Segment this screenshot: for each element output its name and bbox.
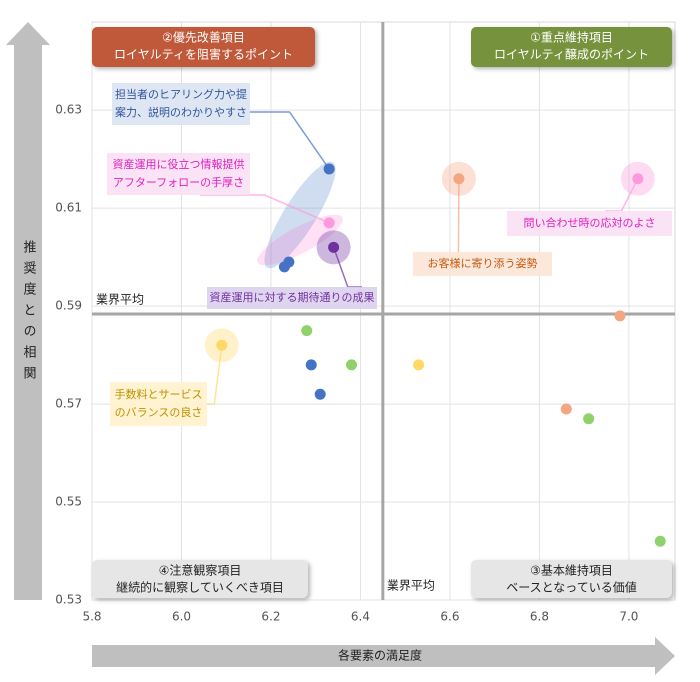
annotation-label: アフターフォローの手厚さ — [113, 175, 244, 189]
quadrant-label: ロイヤルティを阻害するポイント — [114, 47, 293, 62]
x-average-label: 業界平均 — [387, 579, 435, 593]
annotation-box — [112, 83, 250, 125]
quadrant-label: ②優先改善項目 — [162, 30, 245, 45]
scatter-point — [305, 359, 317, 371]
y-tick-label: 0.55 — [55, 495, 82, 509]
y-tick-label: 0.61 — [55, 201, 82, 215]
scatter-point — [583, 413, 595, 425]
cluster-halo — [257, 214, 343, 266]
y-axis-label: 推奨度との相関 — [21, 240, 37, 387]
scatter-point — [314, 388, 326, 400]
scatter-point — [413, 359, 425, 371]
scatter-point — [301, 325, 313, 337]
annotation-label: のバランスの良さ — [115, 405, 203, 419]
scatter-point — [323, 163, 335, 175]
quadrant-box — [92, 560, 308, 598]
y-axis-arrow — [6, 22, 50, 600]
annotation-label: 案力、説明のわかりやすさ — [115, 105, 247, 119]
x-tick-label: 6.8 — [530, 610, 549, 624]
quadrant-label: ロイヤルティ醸成のポイント — [494, 48, 649, 62]
annotation-leader — [207, 345, 223, 405]
quadrant-box — [471, 27, 672, 67]
quadrant-label: ①重点維持項目 — [530, 30, 613, 45]
x-tick-label: 6.6 — [440, 610, 459, 624]
y-average-label: 業界平均 — [96, 292, 144, 306]
quadrant-label: ③基本維持項目 — [530, 563, 613, 578]
annotation-box — [110, 382, 207, 426]
quadrant-box — [92, 27, 315, 67]
annotation-label: 担当者のヒアリング力や提 — [115, 87, 247, 101]
scatter-point — [283, 256, 295, 268]
annotation-leader — [250, 111, 330, 170]
quadrant-label: ④注意観察項目 — [159, 563, 242, 578]
x-tick-label: 6.2 — [261, 610, 280, 624]
annotation-box — [507, 211, 672, 236]
annotation-label: お客様に寄り添う姿勢 — [428, 256, 538, 270]
quadrant-box — [471, 560, 672, 598]
x-axis-label: 各要素の満足度 — [338, 648, 422, 663]
x-tick-label: 5.8 — [82, 610, 101, 624]
scatter-point — [453, 173, 465, 185]
quadrant-label: ベースとなっている価値 — [506, 580, 636, 595]
annotation-label: 手数料とサービス — [115, 387, 203, 401]
annotation-box — [207, 287, 377, 309]
scatter-point — [323, 217, 335, 229]
annotation-label: 資産運用に対する期待通りの成果 — [210, 290, 375, 304]
scatter-point — [328, 241, 340, 253]
scatter-point — [632, 173, 644, 185]
scatter-point — [346, 359, 358, 371]
x-tick-label: 7.0 — [619, 610, 638, 624]
x-tick-label: 6.0 — [172, 610, 191, 624]
scatter-point — [654, 535, 666, 547]
y-tick-label: 0.57 — [55, 397, 82, 411]
annotation-box — [413, 252, 552, 276]
scatter-point — [216, 339, 228, 351]
annotation-label: 資産運用に役立つ情報提供 — [113, 157, 245, 171]
scatter-point — [614, 310, 626, 322]
y-tick-label: 0.53 — [55, 593, 82, 607]
x-axis-arrow — [92, 637, 675, 675]
y-tick-label: 0.59 — [55, 299, 82, 313]
y-tick-label: 0.63 — [55, 103, 82, 117]
annotation-leader — [457, 178, 460, 253]
cluster-halo — [264, 161, 336, 269]
scatter-point — [560, 403, 572, 415]
x-tick-label: 6.4 — [351, 610, 370, 624]
annotation-box — [107, 153, 250, 195]
annotation-label: 問い合わせ時の応対のよさ — [524, 216, 656, 230]
quadrant-label: 継続的に観察していくべき項目 — [116, 580, 284, 595]
